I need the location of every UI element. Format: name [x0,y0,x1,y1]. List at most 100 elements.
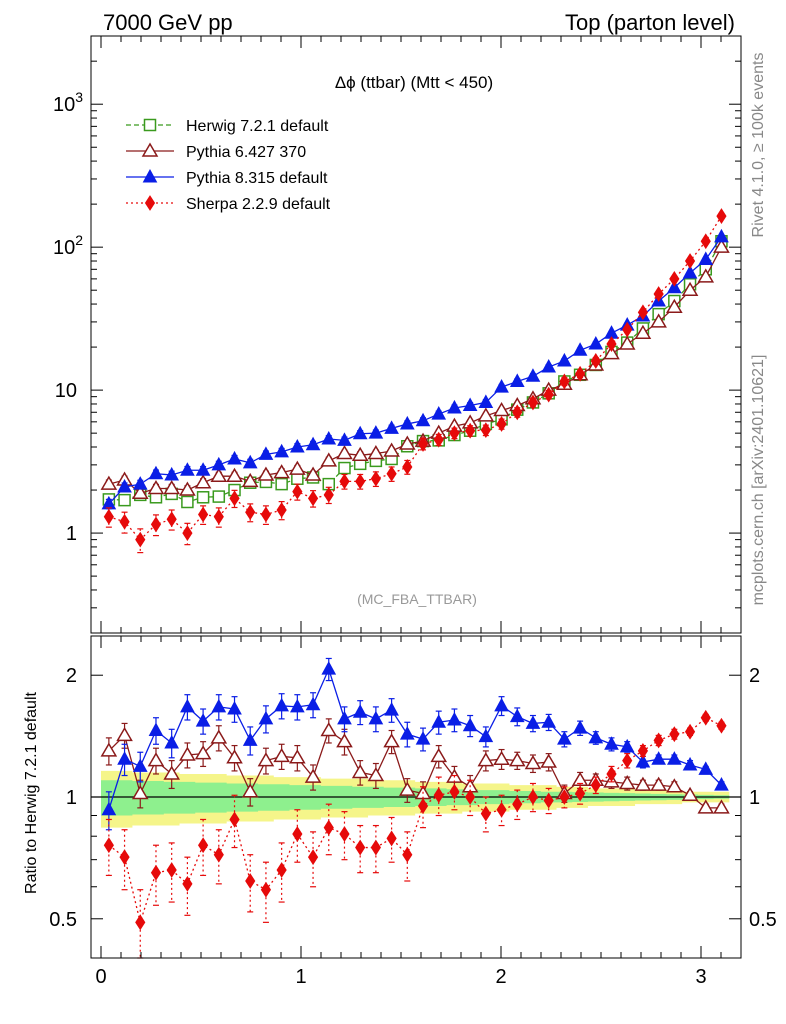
ratio-pythia-8-315-default-line [108,667,722,810]
ratio-pythia-8-315-default-marker [180,698,195,713]
sherpa-2-2-9-default-marker [716,208,727,224]
ratio-pythia-6-427-370-marker [289,749,306,764]
pythia-8-315-default-marker [572,342,588,356]
herwig-7-2-1-default-line [108,240,723,503]
watermark-label: (MC_FBA_TTBAR) [357,591,477,607]
ratio-pythia-6-427-370-marker [100,742,118,757]
pythia-6-427-370-marker [681,281,699,296]
ratio-sherpa-2-2-9-default-marker [622,752,633,769]
y-tick-label: 1 [66,523,77,545]
ratio-pythia-6-427-370-marker [383,733,400,748]
ratio-pythia-8-315-default-marker [305,696,321,711]
ratio-pythia-6-427-370-marker [367,767,385,782]
pythia-8-315-default-marker [698,251,714,265]
sherpa-2-2-9-default-marker [543,386,554,403]
pythia-6-427-370-marker [194,474,212,489]
sherpa-2-2-9-default-marker [292,483,303,500]
ratio-pythia-8-315-default-marker [431,714,447,728]
sherpa-2-2-9-default-marker [402,459,413,475]
sherpa-2-2-9-default-marker [339,473,350,490]
pythia-6-427-370-marker [493,402,510,417]
pythia-8-315-default-marker [180,462,195,476]
pythia-8-315-default-marker [509,373,525,387]
sherpa-2-2-9-default-marker [622,321,633,338]
pythia-8-315-default-marker [305,436,321,451]
pythia-6-427-370-marker [477,407,495,422]
ratio-pythia-8-315-default-marker [101,801,117,816]
ratio-pythia-8-315-default-marker [572,720,588,734]
pythia-8-315-default-marker [242,454,258,469]
ratio-pythia-8-315-default-marker [274,697,289,712]
ratio-pythia-8-315-default-marker [635,754,651,768]
ratio-pythia-6-427-370-marker [320,722,338,737]
ratio-pythia-8-315-default-marker [619,738,635,753]
ratio-pythia-6-427-370-marker [666,778,683,793]
sherpa-2-2-9-default-marker [653,286,664,302]
pythia-6-427-370-marker [618,335,636,350]
pythia-6-427-370-marker [713,238,730,253]
sherpa-2-2-9-default-marker [512,404,523,421]
ratio-y-tick-label: 1 [66,787,77,809]
ratio-pythia-6-427-370-marker [194,745,212,760]
sherpa-2-2-9-default-marker [590,353,601,369]
y-tick-label-exponent: 2 [75,232,83,248]
ratio-pythia-8-315-default-marker [525,715,541,729]
pythia-8-315-default-marker [525,368,541,382]
sherpa-2-2-9-default-marker [559,373,570,390]
sherpa-2-2-9-default-marker [480,422,491,439]
ratio-pythia-8-315-default-marker [698,761,714,775]
ratio-sherpa-2-2-9-default-marker [417,798,429,814]
ratio-sherpa-2-2-9-default-marker [355,839,366,856]
main-panel: Δϕ (ttbar) (Mtt < 450) (MC_FBA_TTBAR) 1 1… [53,35,742,634]
ratio-pythia-6-427-370-marker [336,733,353,748]
ratio-sherpa-2-2-9-default-marker [307,849,319,866]
ratio-y-tick-label-right: 1 [749,787,760,809]
pythia-8-315-default-marker [462,397,478,412]
pythia-8-315-default-marker [290,438,305,453]
ratio-pythia-8-315-default-marker [541,714,557,728]
herwig-7-2-1-default-marker [338,461,351,475]
pythia-6-427-370-marker [351,446,369,462]
herwig-7-2-1-default-marker [196,491,210,504]
ratio-sherpa-2-2-9-default-marker [653,732,664,749]
ratio-pythia-8-315-default-marker [494,697,509,712]
main-frame [90,35,742,634]
pythia-8-315-default-marker [541,359,557,373]
ratio-y-tick-label: 0.5 [49,909,77,931]
herwig-7-2-1-default-marker [212,490,226,503]
sherpa-2-2-9-default-marker [700,233,711,250]
pythia-6-427-370-marker [210,467,228,482]
pythia-8-315-default-marker [494,379,509,393]
ratio-pythia-6-427-370-marker [241,783,259,798]
ratio-sherpa-2-2-9-default-marker [716,717,727,734]
ratio-pythia-8-315-default-marker [227,700,242,715]
ratio-pythia-6-427-370-marker [179,746,196,761]
sherpa-2-2-9-default-marker [213,508,224,525]
ratio-sherpa-2-2-9-default-marker [276,862,287,878]
pythia-8-315-default-marker [714,228,729,243]
ratio-y-tick-label-right: 0.5 [749,909,777,931]
herwig-7-2-1-default-marker [275,477,288,491]
pythia-8-315-default-marker [352,425,368,440]
pythia-6-427-370-marker [226,467,243,482]
ratio-pythia-8-315-default-marker [588,729,604,744]
ratio-pythia-6-427-370-marker [147,752,165,767]
mcplots-credit-label: mcplots.cern.ch [arXiv:2401.10621] [750,355,767,606]
pythia-8-315-default-marker [415,412,431,427]
ratio-pythia-6-427-370-marker [257,752,275,767]
ratio-pythia-6-427-370-marker [650,776,667,791]
ratio-pythia-8-315-default-marker [399,726,415,740]
pythia-8-315-default-marker [384,420,399,434]
ratio-pythia-8-315-default-marker [447,711,462,726]
ratio-sherpa-2-2-9-default-marker [559,789,570,805]
pythia-6-427-370-marker [289,460,306,475]
legend-label-pythia-6-427-370: Pythia 6.427 370 [186,144,306,161]
pythia-8-315-default-marker [211,456,227,471]
ratio-sherpa-2-2-9-default-marker [527,789,539,805]
ratio-sherpa-2-2-9-default-marker [103,837,114,854]
sherpa-2-2-9-default-marker [229,490,240,507]
legend-marker-herwig-7-2-1-default [143,118,157,132]
pythia-8-315-default-marker [399,415,415,430]
uncertainty-band-inner [101,780,730,816]
